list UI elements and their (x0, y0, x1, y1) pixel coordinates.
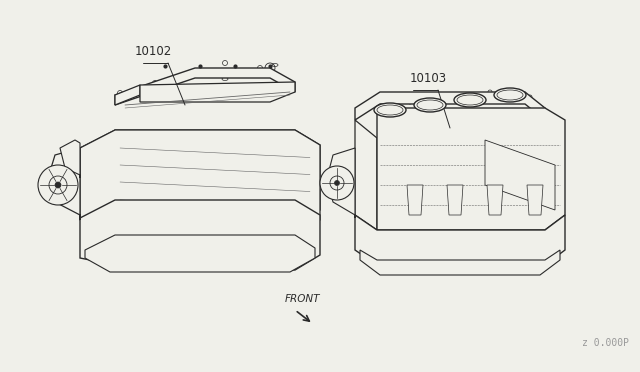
Polygon shape (327, 148, 355, 218)
Polygon shape (80, 130, 320, 235)
Polygon shape (485, 140, 555, 210)
Polygon shape (487, 185, 503, 215)
Polygon shape (85, 235, 315, 272)
Polygon shape (115, 85, 140, 105)
Bar (300, 220, 312, 234)
Ellipse shape (374, 103, 406, 117)
Polygon shape (115, 130, 320, 225)
Polygon shape (360, 250, 560, 275)
Polygon shape (80, 130, 115, 220)
Polygon shape (355, 215, 565, 265)
Polygon shape (60, 140, 80, 178)
Polygon shape (355, 92, 545, 120)
Text: FRONT: FRONT (285, 294, 321, 304)
Ellipse shape (494, 88, 526, 102)
Circle shape (38, 165, 78, 205)
Polygon shape (48, 148, 80, 220)
Circle shape (55, 182, 61, 188)
Polygon shape (140, 82, 295, 102)
Text: 10103: 10103 (410, 72, 447, 85)
Bar (300, 148, 312, 166)
Ellipse shape (414, 98, 446, 112)
Polygon shape (407, 185, 423, 215)
Ellipse shape (454, 93, 486, 107)
Polygon shape (377, 108, 565, 230)
Bar (300, 196, 312, 214)
Polygon shape (115, 68, 295, 105)
Polygon shape (80, 200, 320, 270)
Bar (300, 172, 312, 190)
Polygon shape (527, 185, 543, 215)
Polygon shape (447, 185, 463, 215)
Text: z 0.000P: z 0.000P (582, 338, 629, 348)
Text: 10102: 10102 (135, 45, 172, 58)
Circle shape (320, 166, 354, 200)
Polygon shape (355, 120, 377, 230)
Circle shape (335, 180, 339, 186)
